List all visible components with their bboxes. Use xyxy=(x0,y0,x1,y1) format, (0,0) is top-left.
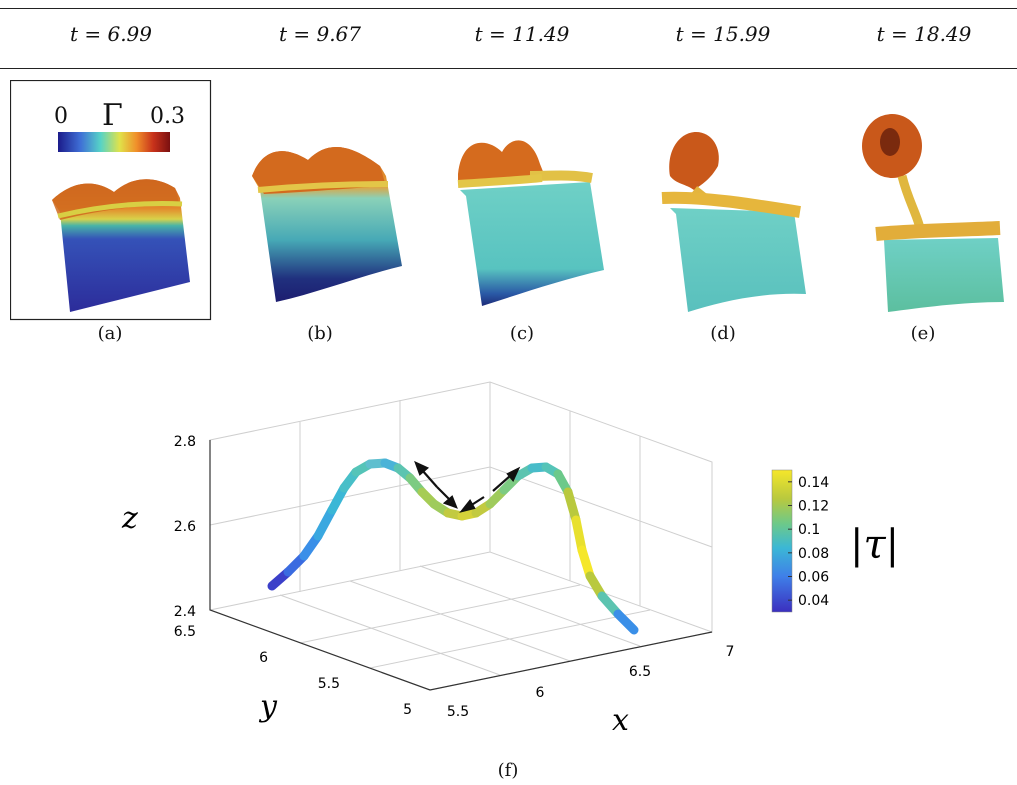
tau-colorbar-tick-label: 0.12 xyxy=(798,499,829,515)
panel-a-surface xyxy=(10,80,212,321)
time-header-1: t = 6.99 xyxy=(69,22,153,46)
tau-colorbar-tick-label: 0.14 xyxy=(798,475,829,491)
arrow-annotations xyxy=(414,460,521,513)
tau-colorbar-tick-label: 0.06 xyxy=(798,570,829,586)
panel-c xyxy=(430,80,630,325)
tau-curve-segment xyxy=(577,545,595,581)
time-header-3: t = 11.49 xyxy=(474,22,570,46)
time-header-4: t = 15.99 xyxy=(675,22,771,46)
gamma-colorbar xyxy=(58,132,170,152)
gamma-symbol: Γ xyxy=(102,98,123,133)
z-axis-label: z xyxy=(121,501,138,536)
x-axis-label: x xyxy=(612,703,629,738)
plot-axes xyxy=(209,440,713,691)
tau-colorbar-tick-label: 0.1 xyxy=(798,522,820,538)
panel-a-label: (a) xyxy=(97,323,123,344)
panel-d-label: (d) xyxy=(710,323,736,344)
y-tick-5.5: 5.5 xyxy=(318,676,340,692)
table-header-rule xyxy=(0,68,1017,69)
gamma-max-label: 0.3 xyxy=(150,104,185,129)
panel-d xyxy=(640,80,840,325)
time-header-5: t = 18.49 xyxy=(876,22,972,46)
y-tick-6.5: 6.5 xyxy=(174,624,196,640)
panel-b-label: (b) xyxy=(307,323,333,344)
panel-e-label: (e) xyxy=(910,323,936,344)
tau-colorbar-ticks: 0.14 0.12 0.1 0.08 0.06 0.04 xyxy=(788,475,829,609)
y-tick-5: 5 xyxy=(403,702,412,718)
tau-colorbar-label: |τ| xyxy=(850,522,899,568)
tau-curve-segment xyxy=(313,505,337,541)
panel-f-label: (f) xyxy=(497,760,519,781)
tau-colorbar-tick-label: 0.08 xyxy=(798,546,829,562)
panel-c-label: (c) xyxy=(509,323,535,344)
panel-d-surface xyxy=(661,132,806,312)
z-tick-2.8: 2.8 xyxy=(174,434,196,450)
z-tick-2.6: 2.6 xyxy=(174,519,196,535)
x-tick-5.5: 5.5 xyxy=(447,704,469,720)
tau-curve-segment xyxy=(563,487,581,525)
panel-b-surface xyxy=(252,147,402,302)
figure-f-plot: 0.140.120.10.080.060.04 2.8 2.6 2.4 6.5 … xyxy=(121,381,899,738)
panel-b xyxy=(230,80,430,325)
tau-curve-segment xyxy=(571,515,587,555)
panel-e-surface xyxy=(862,114,1004,312)
panel-a: 0 Γ 0.3 xyxy=(10,80,212,325)
table-top-rule xyxy=(0,8,1017,9)
gamma-min-label: 0 xyxy=(54,104,68,129)
tau-colorbar-tick-label: 0.04 xyxy=(798,593,829,609)
y-tick-6: 6 xyxy=(259,650,268,666)
tau-colorbar xyxy=(771,469,793,613)
y-axis-label: y xyxy=(258,689,278,724)
x-tick-7: 7 xyxy=(726,644,735,660)
z-tick-2.4: 2.4 xyxy=(174,604,196,620)
panel-a-frame xyxy=(10,80,212,321)
tau-curve-segment xyxy=(613,609,639,635)
tau-curve xyxy=(267,458,639,635)
panel-e xyxy=(840,80,1017,325)
plot-box-grid xyxy=(209,381,713,691)
x-tick-6: 6 xyxy=(536,685,545,701)
time-header-2: t = 9.67 xyxy=(278,22,362,46)
panel-c-surface xyxy=(457,140,604,306)
x-tick-6.5: 6.5 xyxy=(629,664,651,680)
